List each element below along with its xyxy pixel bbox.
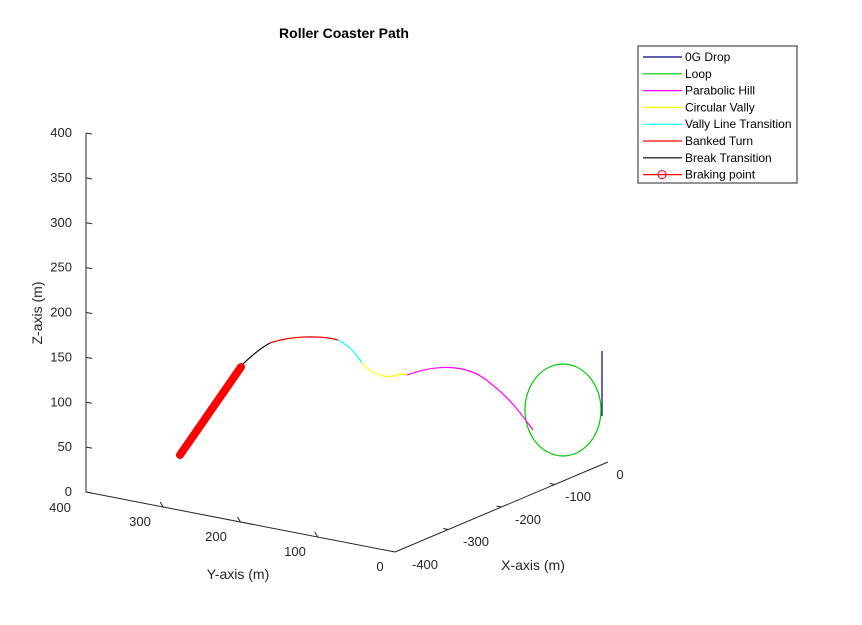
legend-box: [637, 45, 798, 184]
z-ticks: 0 50 100 150 200 250 300 350 400: [50, 125, 93, 499]
z-tick-mark: [85, 177, 93, 180]
y-tick-label: 400: [49, 500, 71, 515]
legend-label: Loop: [685, 67, 712, 81]
x-tick-label: -200: [515, 512, 541, 527]
z-tick-label: 0: [65, 484, 72, 499]
z-tick-mark: [85, 356, 93, 359]
z-tick-mark: [85, 267, 93, 270]
z-tick-label: 400: [50, 125, 72, 140]
x-tick-label: -300: [463, 534, 489, 549]
legend-label: Vally Line Transition: [685, 117, 792, 131]
track: [176, 336, 603, 459]
y-tick-mark: [314, 531, 319, 538]
z-axis-label: Z-axis (m): [29, 282, 45, 345]
z-tick-label: 50: [58, 439, 72, 454]
z-tick-mark: [85, 222, 93, 225]
z-tick-label: 300: [50, 215, 72, 230]
z-tick-label: 200: [50, 305, 72, 320]
z-tick-mark: [85, 312, 93, 314]
x-tick-label: 0: [616, 467, 623, 482]
z-tick-mark: [85, 491, 93, 494]
legend-label: Banked Turn: [685, 134, 753, 148]
x-tick-mark: [496, 505, 502, 508]
y-axis-label: Y-axis (m): [207, 566, 270, 582]
z-tick-label: 100: [50, 394, 72, 409]
z-tick-mark: [85, 401, 93, 404]
legend: 0G Drop Loop Parabolic Hill Circular Vally V…: [637, 45, 798, 184]
legend-marker: [657, 170, 667, 180]
series-line-break-transition: [240, 342, 271, 367]
series-line-banked-turn: [269, 336, 339, 344]
y-tick-label: 300: [129, 514, 151, 529]
x-axis-label: X-axis (m): [501, 557, 565, 573]
y-tick-label: 0: [376, 559, 383, 574]
chart-title: Roller Coaster Path: [279, 25, 409, 41]
y-tick-mark: [237, 516, 241, 523]
legend-label: Braking point: [685, 168, 756, 182]
z-tick-label: 250: [50, 260, 72, 275]
y-ticks: 400 300 200 100 0: [49, 500, 383, 574]
legend-label: Break Transition: [685, 151, 772, 165]
series-line-loop: [524, 363, 602, 457]
legend-label: 0G Drop: [685, 50, 731, 64]
series-line-vally-line-transition: [337, 339, 363, 364]
z-tick-label: 150: [50, 349, 72, 364]
x-tick-label: -400: [412, 557, 438, 572]
z-tick-label: 350: [50, 170, 72, 185]
y-tick-label: 100: [284, 544, 306, 559]
x-tick-mark: [443, 528, 449, 530]
z-tick-mark: [85, 132, 93, 135]
braking-point-markers: [176, 363, 245, 459]
x-tick-mark: [549, 483, 555, 485]
legend-items: 0G Drop Loop Parabolic Hill Circular Vally V…: [643, 50, 792, 182]
legend-label: Circular Vally: [685, 100, 755, 114]
series-line-circular-vally: [361, 362, 408, 378]
x-tick-label: -100: [565, 489, 591, 504]
legend-label: Parabolic Hill: [685, 84, 755, 98]
series-line-parabolic-hill: [406, 366, 534, 431]
z-tick-mark: [85, 446, 93, 449]
y-tick-mark: [159, 501, 164, 508]
x-ticks: -400 -300 -200 -100 0: [412, 467, 624, 572]
y-tick-label: 200: [205, 529, 227, 544]
